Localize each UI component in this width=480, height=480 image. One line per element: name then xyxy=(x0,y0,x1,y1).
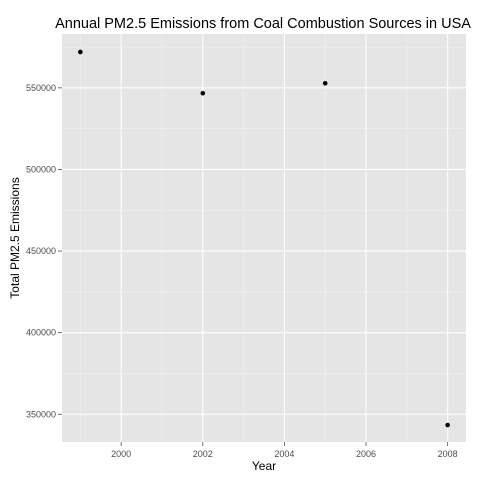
data-point xyxy=(200,90,206,96)
x-tick-label: 2000 xyxy=(111,449,131,459)
x-tick-label: 2008 xyxy=(438,449,458,459)
chart-title: Annual PM2.5 Emissions from Coal Combust… xyxy=(55,16,471,32)
data-point xyxy=(78,49,83,55)
x-tick-label: 2004 xyxy=(274,449,294,459)
y-tick-label: 500000 xyxy=(26,164,56,174)
data-point xyxy=(445,422,450,428)
y-tick-label: 350000 xyxy=(26,409,56,419)
y-tick-label: 450000 xyxy=(26,246,56,256)
y-axis: 350000 400000 450000 500000 550000 xyxy=(26,83,62,419)
y-tick-label: 400000 xyxy=(26,328,56,338)
minor-gridlines xyxy=(62,34,466,442)
x-axis: 2000 2002 2004 2006 2008 xyxy=(111,442,458,459)
data-points xyxy=(78,49,450,428)
data-point xyxy=(322,80,328,86)
y-axis-title: Total PM2.5 Emissions xyxy=(8,177,22,298)
major-gridlines xyxy=(62,34,466,442)
x-axis-title: Year xyxy=(252,459,276,473)
y-tick-label: 550000 xyxy=(26,83,56,93)
x-tick-label: 2006 xyxy=(356,449,376,459)
plot-panel xyxy=(62,34,466,442)
x-tick-label: 2002 xyxy=(193,449,213,459)
